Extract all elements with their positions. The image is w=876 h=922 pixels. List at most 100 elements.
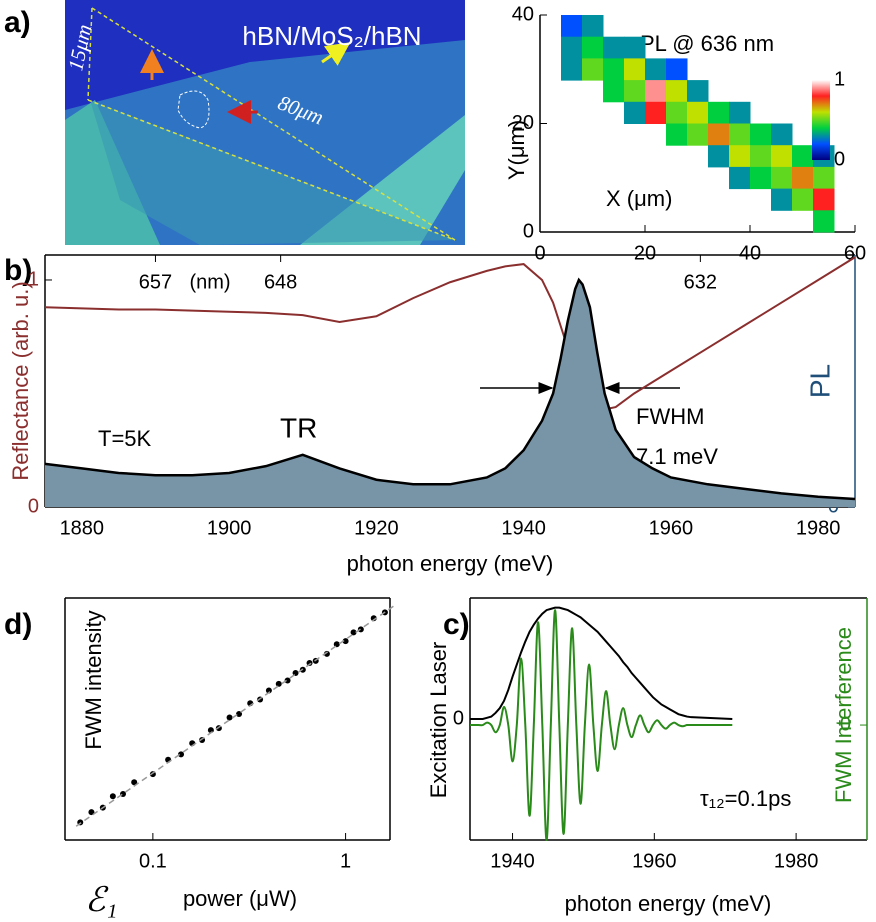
heatmap-cell	[666, 80, 688, 103]
heatmap-cell	[771, 188, 793, 211]
heatmap-cell	[687, 101, 709, 124]
heatmap-cell	[813, 166, 835, 190]
annotation: FWHM	[636, 404, 704, 429]
point	[265, 687, 272, 694]
panel-label: c)	[443, 608, 470, 641]
heatmap-cell	[561, 58, 583, 81]
heatmap-cell	[582, 36, 604, 59]
heatmap-cell	[813, 210, 835, 233]
y2-axis-label: FWM Interference	[831, 627, 856, 803]
line	[44, 277, 856, 501]
arrow	[321, 42, 351, 66]
x-tick-label: 1920	[354, 517, 399, 539]
heatmap-cell	[666, 123, 688, 146]
heatmap-cell	[708, 101, 730, 124]
heatmap-cell	[729, 166, 751, 190]
point	[275, 680, 282, 687]
heatmap-cell	[561, 36, 583, 59]
heatmap-cell	[666, 101, 688, 124]
heatmap-cell	[708, 123, 730, 146]
x-axis-label: photon energy (meV)	[565, 891, 772, 916]
heatmap-cell	[792, 188, 814, 211]
y-tick-label: 40	[512, 3, 534, 25]
x-tick-label: 1940	[501, 517, 546, 539]
region-outline	[177, 90, 210, 129]
y2-tick-label: 0	[840, 713, 851, 735]
heatmap-cell	[729, 145, 751, 168]
x-tick-label: 1960	[632, 850, 677, 872]
y-axis-label: Reflectance (arb. u.)	[8, 281, 33, 480]
colorbar-tick-label: 1	[834, 68, 845, 90]
x-axis-label: photon energy (meV)	[347, 551, 554, 576]
line	[470, 609, 733, 842]
heatmap-cell	[750, 145, 772, 168]
x-tick-label: 1980	[796, 517, 841, 539]
y-tick-label: 20	[512, 112, 534, 134]
y-tick-label: 1	[28, 268, 39, 290]
point	[323, 650, 330, 657]
point	[284, 677, 291, 684]
y-axis-label: Y(μm)	[504, 120, 529, 180]
micrograph: hBN/MoS₂/hBN 15μm 80μm	[63, 0, 465, 245]
x-axis-label: power (μW)	[183, 886, 297, 911]
y-axis-label: Excitation Laser	[426, 642, 451, 799]
x2-axis-label: (nm)	[189, 271, 230, 293]
heatmap-cell	[771, 145, 793, 168]
y-tick-label: 0	[28, 495, 39, 517]
heatmap-cell	[645, 80, 667, 103]
colorbar	[812, 80, 830, 160]
point	[350, 629, 357, 636]
chart-title: PL @ 636 nm	[640, 31, 774, 56]
x-tick-label: 1880	[60, 517, 105, 539]
x-axis-label: X (μm)	[606, 186, 672, 211]
point	[88, 809, 95, 816]
point	[226, 714, 233, 721]
heatmap-cell	[729, 101, 751, 124]
annotation: 7.1 meV	[636, 444, 718, 469]
heatmap-cell	[666, 58, 688, 81]
x-tick-label: 1960	[649, 517, 694, 539]
heatmap-cell	[624, 101, 646, 124]
point	[342, 638, 349, 645]
x-tick-label: 0.1	[139, 850, 167, 872]
heatmap-cell	[750, 123, 772, 146]
x-tick-label: 1900	[207, 517, 252, 539]
heatmap-cell	[813, 188, 835, 211]
heatmap-cell	[750, 166, 772, 190]
panel-label: d)	[4, 608, 32, 641]
heatmap-cell	[603, 80, 625, 103]
x2-tick-label: 657	[139, 271, 172, 293]
fit-line	[75, 604, 396, 827]
panel-label: a)	[4, 6, 31, 39]
annotation: TR	[280, 412, 317, 443]
x2-tick-label: 648	[264, 271, 297, 293]
point	[357, 626, 364, 633]
point	[306, 660, 313, 667]
y-axis-label: FWM intensity	[81, 610, 106, 749]
line	[470, 606, 733, 720]
heatmap-cell	[582, 15, 604, 38]
point	[236, 710, 243, 717]
heatmap-cell	[561, 15, 583, 38]
sample-label: hBN/MoS₂/hBN	[242, 21, 421, 51]
heatmap-cell	[771, 166, 793, 190]
x2-tick-label: 632	[684, 271, 717, 293]
heatmap-cell	[687, 80, 709, 103]
heatmap-cell	[624, 36, 646, 59]
y2-axis-label: PL	[804, 364, 835, 398]
y-tick-label: 0	[523, 220, 534, 242]
x-tick-label: 60	[844, 242, 866, 264]
heatmap-cell	[771, 123, 793, 146]
x-tick-label: 20	[634, 242, 656, 264]
heatmap-cell	[708, 145, 730, 168]
annotation: T=5K	[98, 426, 152, 451]
point	[178, 751, 185, 758]
x-tick-label: 1940	[490, 850, 535, 872]
heatmap-cell	[624, 58, 646, 81]
x-tick-label: 1	[340, 850, 351, 872]
heatmap-cell	[645, 101, 667, 124]
x-tick-label: 40	[739, 242, 761, 264]
heatmap-cell	[792, 166, 814, 190]
heatmap-cell	[792, 145, 814, 168]
